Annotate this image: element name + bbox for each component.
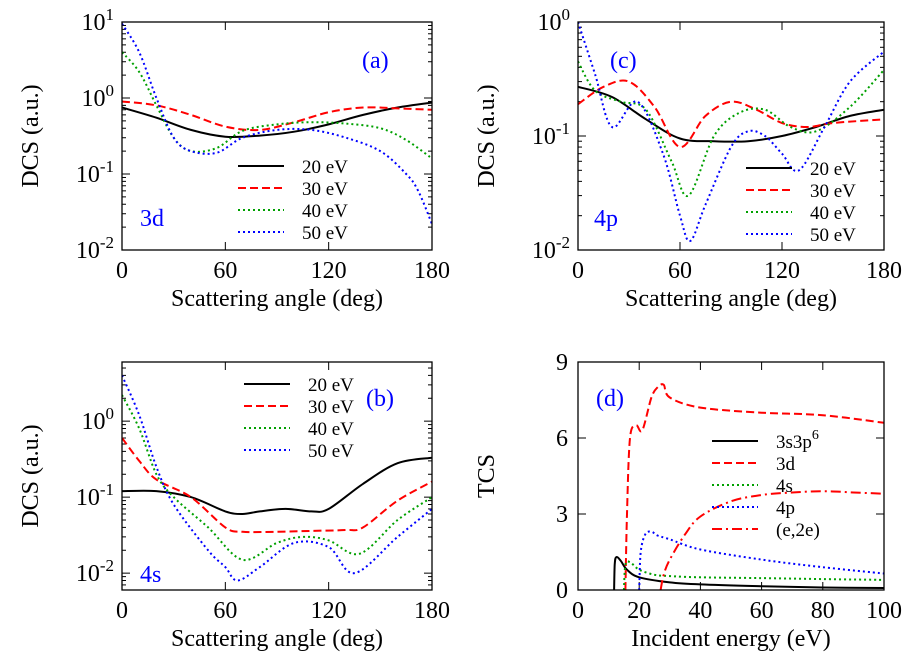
series-line-2 bbox=[122, 100, 432, 132]
legend-label: 40 eV bbox=[308, 419, 354, 440]
x-tick-label: 0 bbox=[116, 258, 128, 284]
legend-label: 3s3p6 bbox=[776, 428, 819, 453]
legend-label: 4s bbox=[776, 476, 793, 497]
legend-label: 40 eV bbox=[302, 201, 348, 222]
x-tick-label: 0 bbox=[572, 258, 584, 284]
legend-label: 4p bbox=[776, 498, 795, 519]
panel-a-xlabel: Scattering angle (deg) bbox=[171, 286, 383, 312]
series-line-4 bbox=[122, 23, 432, 225]
legend-label: 40 eV bbox=[810, 203, 856, 224]
panel-b-label: (b) bbox=[366, 386, 394, 412]
y-tick-label: 10-2 bbox=[532, 233, 570, 264]
legend-label: 3d bbox=[776, 454, 796, 475]
x-tick-label: 0 bbox=[572, 598, 584, 624]
panel-c-xlabel: Scattering angle (deg) bbox=[625, 286, 837, 312]
x-tick-label: 60 bbox=[213, 598, 237, 624]
panel-b-ylabel: DCS (a.u.) bbox=[18, 424, 44, 527]
panel-a-orbital-label: 3d bbox=[140, 206, 164, 232]
x-tick-label: 60 bbox=[668, 258, 692, 284]
panel-c-ylabel: DCS (a.u.) bbox=[474, 84, 500, 187]
series-line-3 bbox=[122, 394, 432, 561]
panel-a-ticks: 0 60 120 180 10-2 10-1 100 101 bbox=[76, 5, 450, 284]
x-tick-label: 120 bbox=[764, 258, 800, 284]
x-tick-label: 120 bbox=[311, 258, 347, 284]
x-tick-label: 20 bbox=[627, 598, 651, 624]
y-tick-label: 10-2 bbox=[76, 556, 114, 587]
panel-c-label: (c) bbox=[610, 48, 637, 74]
panel-a-frame bbox=[121, 21, 433, 251]
series-line-2 bbox=[578, 79, 884, 148]
panel-a-label: (a) bbox=[362, 48, 389, 74]
y-tick-label: 3 bbox=[556, 502, 568, 528]
series-line-5 bbox=[659, 490, 884, 590]
x-tick-label: 120 bbox=[311, 598, 347, 624]
legend-label: 50 eV bbox=[810, 225, 856, 246]
legend-label: 50 eV bbox=[302, 223, 348, 244]
x-tick-label: 60 bbox=[213, 258, 237, 284]
panel-b-orbital-label: 4s bbox=[140, 562, 161, 588]
y-tick-label: 100 bbox=[538, 5, 571, 36]
x-tick-label: 100 bbox=[866, 598, 902, 624]
legend-label: (e,2e) bbox=[776, 520, 820, 541]
panel-a-series bbox=[122, 23, 432, 225]
series-line-3 bbox=[122, 51, 432, 160]
x-tick-label: 180 bbox=[414, 598, 450, 624]
legend-label: 30 eV bbox=[810, 181, 856, 202]
series-line-3 bbox=[578, 61, 884, 197]
panel-b-ticks: 0 60 120 180 10-2 10-1 100 bbox=[76, 361, 450, 624]
panel-b-frame bbox=[121, 361, 433, 591]
y-tick-label: 100 bbox=[82, 404, 115, 435]
legend-label: 50 eV bbox=[308, 441, 354, 462]
series-line-4 bbox=[122, 374, 432, 582]
x-tick-label: 80 bbox=[811, 598, 835, 624]
legend-label: 20 eV bbox=[810, 159, 856, 180]
legend-label: 30 eV bbox=[308, 397, 354, 418]
y-tick-label: 100 bbox=[82, 81, 115, 112]
legend-label: 20 eV bbox=[308, 375, 354, 396]
x-tick-label: 0 bbox=[116, 598, 128, 624]
y-tick-label: 6 bbox=[556, 426, 568, 452]
panel-a-ylabel: DCS (a.u.) bbox=[18, 84, 44, 187]
panel-b-series bbox=[122, 374, 432, 582]
x-tick-label: 180 bbox=[414, 258, 450, 284]
series-line-1 bbox=[578, 85, 884, 143]
panel-c-orbital-label: 4p bbox=[594, 206, 618, 232]
series-line-4 bbox=[578, 22, 884, 243]
legend-label: 30 eV bbox=[302, 179, 348, 200]
series-line-4 bbox=[638, 530, 884, 590]
panel-d-frame bbox=[577, 361, 885, 591]
panel-c-series bbox=[578, 22, 884, 243]
series-line-1 bbox=[122, 101, 432, 139]
series-line-2 bbox=[624, 383, 884, 590]
x-tick-label: 40 bbox=[688, 598, 712, 624]
panel-c-frame bbox=[577, 21, 885, 251]
panel-d-series bbox=[613, 383, 884, 590]
panel-d-label: (d) bbox=[596, 386, 624, 412]
y-tick-label: 9 bbox=[556, 350, 568, 376]
panel-d-ylabel: TCS bbox=[474, 454, 500, 498]
y-tick-label: 0 bbox=[556, 578, 568, 604]
series-line-1 bbox=[613, 556, 884, 590]
y-tick-label: 10-2 bbox=[76, 233, 114, 264]
series-line-2 bbox=[122, 437, 432, 534]
x-tick-label: 180 bbox=[866, 258, 902, 284]
y-tick-label: 10-1 bbox=[76, 480, 114, 511]
y-tick-label: 101 bbox=[82, 5, 115, 36]
panel-b-xlabel: Scattering angle (deg) bbox=[171, 626, 383, 652]
panel-d-xlabel: Incident energy (eV) bbox=[631, 626, 830, 652]
y-tick-label: 10-1 bbox=[76, 157, 114, 188]
legend-label: 20 eV bbox=[302, 157, 348, 178]
x-tick-label: 60 bbox=[750, 598, 774, 624]
y-tick-label: 10-1 bbox=[532, 119, 570, 150]
